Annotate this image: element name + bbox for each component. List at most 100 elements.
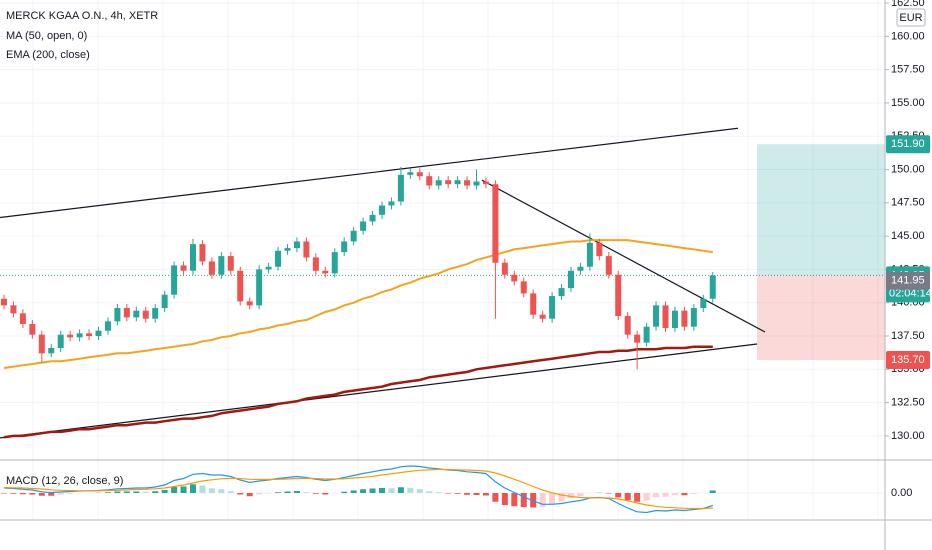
- candle-body: [435, 180, 442, 186]
- candle-body: [180, 265, 187, 271]
- macd-histogram-bar: [284, 491, 291, 493]
- candle-body: [492, 184, 499, 263]
- candle-body: [331, 252, 338, 274]
- candle-body: [246, 301, 253, 306]
- price-tick-label: 132.50: [891, 397, 925, 409]
- macd-histogram-bar: [511, 493, 518, 507]
- candle-body: [19, 313, 26, 325]
- macd-histogram-bar: [662, 493, 669, 497]
- macd-histogram-bar: [19, 493, 26, 495]
- candle-body: [76, 333, 83, 338]
- position-profit-zone: [757, 144, 885, 276]
- macd-histogram-bar: [530, 493, 537, 508]
- candle-body: [643, 326, 650, 343]
- candle-body: [577, 266, 584, 271]
- macd-histogram-bar: [605, 493, 612, 494]
- candle-body: [227, 256, 234, 271]
- macd-histogram-bar: [445, 493, 452, 494]
- macd-histogram-bar: [407, 487, 414, 493]
- candle-body: [397, 174, 404, 202]
- macd-histogram-bar: [275, 492, 282, 493]
- macd-histogram-bar: [501, 493, 508, 505]
- moving-average-line: [3, 345, 713, 439]
- candle-body: [407, 172, 414, 175]
- macd-histogram-bar: [379, 488, 385, 493]
- candle-body: [142, 310, 149, 319]
- macd-histogram-bar: [133, 491, 140, 493]
- price-tick-label: 160.00: [891, 30, 925, 42]
- candle-body: [416, 172, 423, 177]
- macd-histogram-bar: [303, 492, 310, 493]
- macd-histogram-bar: [293, 491, 300, 493]
- macd-histogram-bar: [142, 491, 149, 493]
- currency-box: [896, 8, 926, 27]
- candle-body: [426, 176, 433, 186]
- macd-histogram-bar: [549, 493, 556, 505]
- macd-histogram-bar: [265, 493, 272, 494]
- macd-histogram-bar: [256, 493, 263, 495]
- macd-histogram-bar: [360, 489, 367, 493]
- indicator-legend: MA (50, open, 0): [6, 30, 87, 42]
- candle-body: [10, 305, 17, 314]
- macd-histogram-bar: [492, 493, 499, 502]
- candle-body: [690, 308, 697, 327]
- candle-body: [379, 205, 385, 215]
- candle-body: [265, 266, 272, 270]
- macd-histogram-bar: [1, 493, 7, 494]
- candle-body: [653, 305, 660, 327]
- macd-histogram-bar: [653, 493, 660, 498]
- price-tick-label: 130.00: [891, 430, 925, 442]
- candle-body: [350, 230, 357, 242]
- candle-body: [624, 316, 631, 335]
- macd-histogram-bar: [104, 492, 111, 493]
- candle-body: [454, 180, 461, 185]
- candle-body: [303, 241, 310, 258]
- trend-line: [481, 179, 766, 333]
- macd-histogram-bar: [369, 488, 376, 493]
- candle-body: [700, 298, 707, 309]
- macd-histogram-bar: [634, 493, 641, 502]
- macd-histogram-bar: [227, 491, 234, 493]
- macd-histogram-bar: [218, 489, 225, 493]
- indicator-legend: EMA (200, close): [6, 49, 90, 61]
- price-tick-label: 157.50: [891, 64, 925, 76]
- candle-body: [634, 334, 641, 343]
- macd-histogram-bar: [246, 493, 253, 497]
- candle-body: [275, 250, 282, 267]
- price-tick-label: 145.00: [891, 230, 925, 242]
- macd-histogram-bar: [643, 493, 650, 501]
- macd-tick-label: 0.00: [891, 487, 912, 499]
- macd-histogram-bar: [520, 493, 527, 507]
- currency-label: EUR: [899, 12, 922, 24]
- candle-body: [293, 241, 300, 249]
- macd-histogram-bar: [48, 493, 55, 496]
- time-axis-bg: [0, 520, 932, 550]
- bid-price-label: 141.95: [891, 275, 925, 287]
- macd-title: MACD (12, 26, close, 9): [6, 475, 123, 487]
- candle-body: [38, 334, 45, 354]
- macd-histogram-bar: [568, 493, 574, 499]
- stop-price-label-box: [886, 350, 930, 369]
- candle-body: [388, 201, 395, 206]
- moving-average-line: [3, 239, 713, 369]
- price-tick-label: 150.00: [891, 163, 925, 175]
- macd-histogram-bar: [624, 493, 631, 501]
- candle-body: [29, 324, 36, 335]
- target-price-label-box: [886, 135, 930, 154]
- candle-body: [104, 321, 111, 331]
- macd-histogram-bar: [690, 493, 697, 494]
- candle-body: [312, 257, 319, 271]
- candle-body: [341, 241, 348, 253]
- macd-histogram-bar: [38, 493, 45, 496]
- macd-histogram-bar: [341, 491, 348, 493]
- candle-body: [86, 333, 93, 337]
- macd-histogram-bar: [577, 493, 584, 496]
- candle-body: [530, 293, 537, 315]
- macd-histogram-bar: [454, 493, 461, 494]
- macd-histogram-bar: [350, 490, 357, 493]
- candle-body: [473, 181, 480, 186]
- macd-histogram-bar: [208, 488, 215, 493]
- candle-body: [237, 270, 244, 302]
- candle-body: [549, 296, 556, 319]
